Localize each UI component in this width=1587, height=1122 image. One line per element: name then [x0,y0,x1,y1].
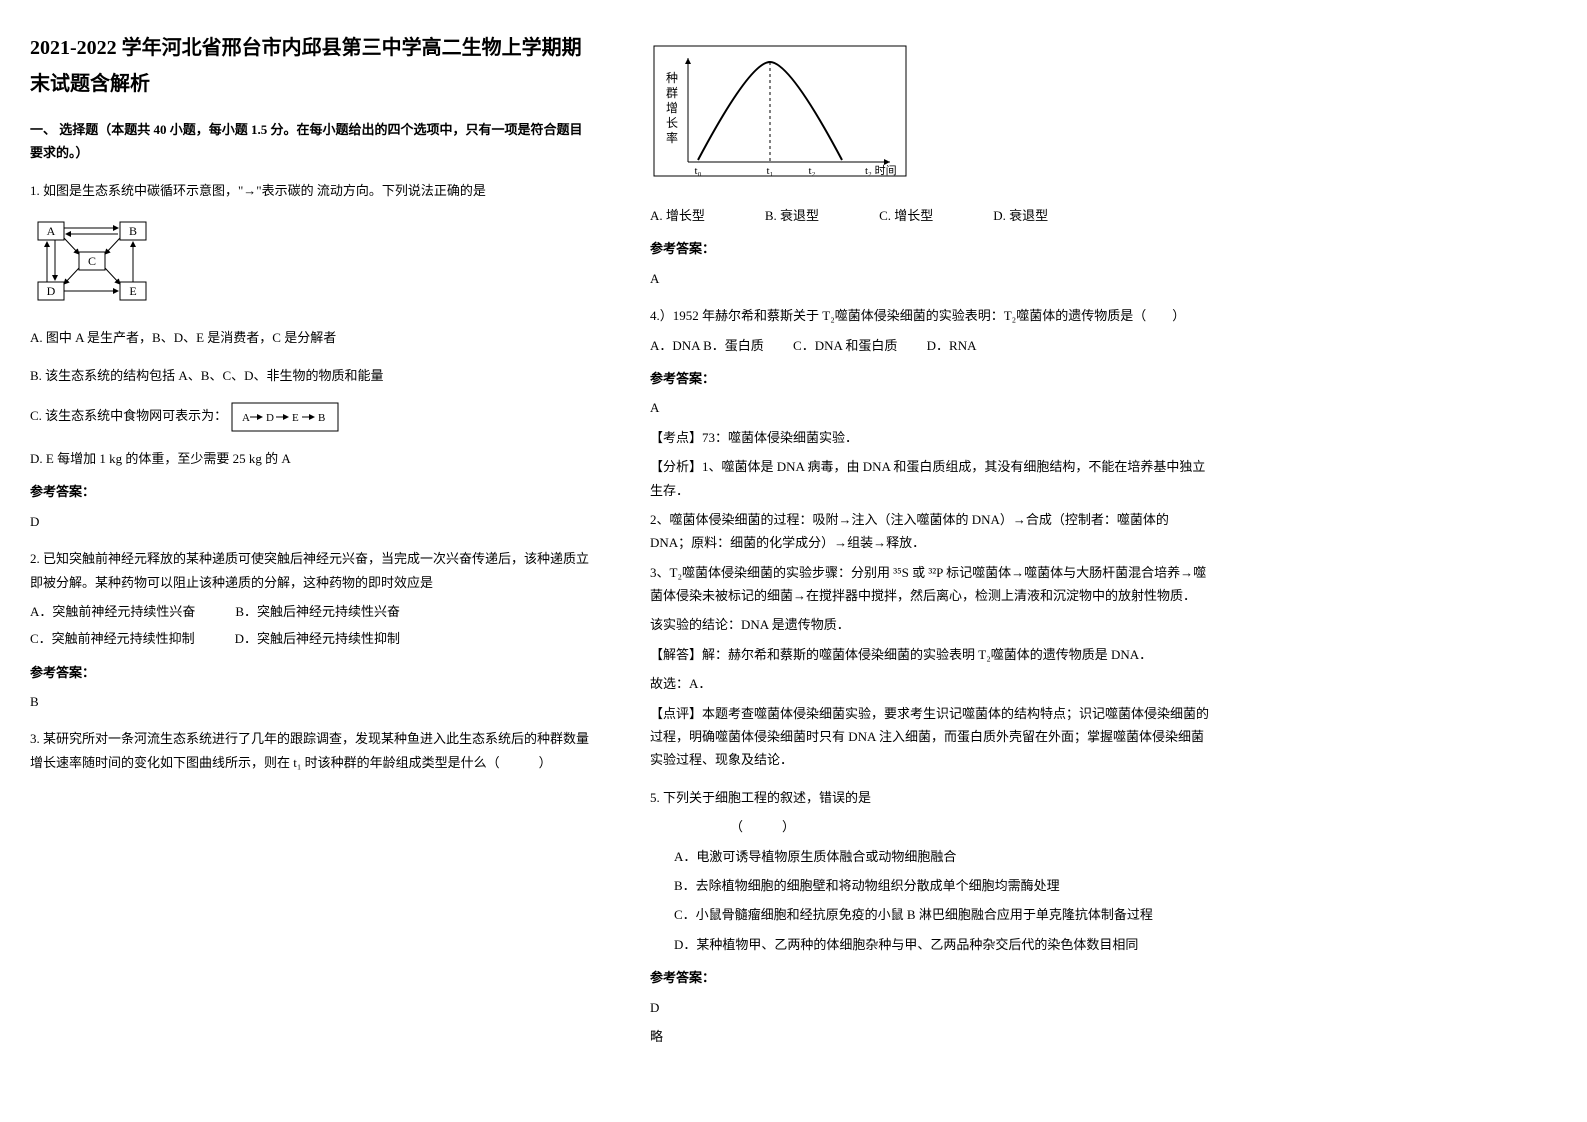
svg-text:A: A [47,224,56,238]
q4-fenxi3: 3、T₂噬菌体侵染细菌的实验步骤：分别用 ³⁵S 或 ³²P 标记噬菌体→噬菌体… [650,561,1210,608]
q3-option-d: D. 衰退型 [993,204,1048,227]
q5-answer: D [650,996,1210,1019]
q3-answer: A [650,267,1210,290]
q3-option-c: C. 增长型 [879,204,933,227]
svg-text:t₀: t₀ [695,165,702,177]
q3-chart: 种 群 增 长 率 t₀ t₁ t₂ t₂ 时间 [650,42,1210,192]
svg-text:增: 增 [666,101,678,115]
q1-diagram: A B C D E [30,214,590,314]
q1-stem: 1. 如图是生态系统中碳循环示意图，"→"表示碳的 流动方向。下列说法正确的是 [30,179,590,202]
q4-jieda: 【解答】解：赫尔希和蔡斯的噬菌体侵染细菌的实验表明 T₂噬菌体的遗传物质是 DN… [650,643,1210,666]
q4-fenxi4: 该实验的结论：DNA 是遗传物质． [650,613,1210,636]
q1-answer: D [30,510,590,533]
q5-option-b: B．去除植物细胞的细胞壁和将动物组织分散成单个细胞均需酶处理 [650,874,1210,897]
q2-option-a: A．突触前神经元持续性兴奋 [30,600,195,623]
svg-text:t₁: t₁ [767,165,774,177]
q1-option-a: A. 图中 A 是生产者，B、D、E 是消费者，C 是分解者 [30,326,590,349]
q3-option-b: B. 衰退型 [765,204,819,227]
q3-option-a: A. 增长型 [650,204,705,227]
q2-options-row1: A．突触前神经元持续性兴奋 B．突触后神经元持续性兴奋 [30,600,590,623]
foodweb-diagram: A D E B [230,401,340,433]
svg-text:t₂: t₂ [809,165,816,177]
svg-text:E: E [129,284,136,298]
q2-stem: 2. 已知突触前神经元释放的某种递质可使突触后神经元兴奋，当完成一次兴奋传递后，… [30,547,590,594]
q4-option-a: A．DNA [650,338,700,353]
svg-text:种: 种 [666,71,678,85]
q2-answer-label: 参考答案： [30,661,590,684]
document-title: 2021-2022 学年河北省邢台市内邱县第三中学高二生物上学期期末试题含解析 [30,30,590,102]
q2-option-d: D．突触后神经元持续性抑制 [235,627,400,650]
q5-stem: 5. 下列关于细胞工程的叙述，错误的是 [650,786,1210,809]
q2-option-c: C．突触前神经元持续性抑制 [30,627,195,650]
q5-lue: 略 [650,1025,1210,1048]
q4-option-b: B．蛋白质 [703,338,764,353]
svg-text:D: D [47,284,56,298]
q4-fenxi2: 2、噬菌体侵染细菌的过程：吸附→注入（注入噬菌体的 DNA）→合成（控制者：噬菌… [650,508,1210,555]
svg-text:C: C [88,254,96,268]
svg-text:长: 长 [666,116,678,130]
svg-text:A: A [242,412,250,424]
svg-text:E: E [292,412,299,424]
section-1-header: 一、 选择题（本题共 40 小题，每小题 1.5 分。在每小题给出的四个选项中，… [30,118,590,165]
carbon-cycle-diagram: A B C D E [30,214,160,314]
q4-options: A．DNA B．蛋白质 C．DNA 和蛋白质 D．RNA [650,334,1210,357]
q4-guxuan: 故选：A． [650,672,1210,695]
page-container: 2021-2022 学年河北省邢台市内邱县第三中学高二生物上学期期末试题含解析 … [30,30,1557,1048]
svg-text:D: D [266,412,274,424]
svg-text:率: 率 [666,130,678,145]
q3-options: A. 增长型 B. 衰退型 C. 增长型 D. 衰退型 [650,204,1210,227]
svg-text:B: B [129,224,137,238]
q4-fenxi1: 【分析】1、噬菌体是 DNA 病毒，由 DNA 和蛋白质组成，其没有细胞结构，不… [650,455,1210,502]
svg-text:群: 群 [666,86,678,100]
q2-option-b: B．突触后神经元持续性兴奋 [235,600,400,623]
q1-answer-label: 参考答案： [30,480,590,503]
q3-answer-label: 参考答案： [650,237,1210,260]
q4-stem: 4.）1952 年赫尔希和蔡斯关于 T₂噬菌体侵染细菌的实验表明：T₂噬菌体的遗… [650,304,1210,327]
q5-blank: （ ） [650,815,1210,838]
q4-kaodian: 【考点】73：噬菌体侵染细菌实验． [650,426,1210,449]
q1-option-c: C. 该生态系统中食物网可表示为： A D E B [30,401,590,433]
q5-option-c: C．小鼠骨髓瘤细胞和经抗原免疫的小鼠 B 淋巴细胞融合应用于单克隆抗体制备过程 [650,903,1210,926]
q1-option-b: B. 该生态系统的结构包括 A、B、C、D、非生物的物质和能量 [30,364,590,387]
q4-dianping: 【点评】本题考查噬菌体侵染细菌实验，要求考生识记噬菌体的结构特点；识记噬菌体侵染… [650,702,1210,772]
q2-answer: B [30,690,590,713]
q1-option-c-text: C. 该生态系统中食物网可表示为： [30,408,227,423]
q4-answer: A [650,396,1210,419]
q5-answer-label: 参考答案： [650,966,1210,989]
q3-stem: 3. 某研究所对一条河流生态系统进行了几年的跟踪调查，发现某种鱼进入此生态系统后… [30,727,590,774]
right-column: 种 群 增 长 率 t₀ t₁ t₂ t₂ 时间 A. 增长型 B. 衰退型 C… [650,30,1210,1048]
q4-answer-label: 参考答案： [650,367,1210,390]
svg-text:B: B [318,412,325,424]
q5-option-a: A．电激可诱导植物原生质体融合或动物细胞融合 [650,845,1210,868]
q1-option-d: D. E 每增加 1 kg 的体重，至少需要 25 kg 的 A [30,447,590,470]
q2-options-row2: C．突触前神经元持续性抑制 D．突触后神经元持续性抑制 [30,627,590,650]
svg-text:t₂ 时间: t₂ 时间 [865,164,897,177]
q5-option-d: D．某种植物甲、乙两种的体细胞杂种与甲、乙两品种杂交后代的染色体数目相同 [650,933,1210,956]
left-column: 2021-2022 学年河北省邢台市内邱县第三中学高二生物上学期期末试题含解析 … [30,30,590,1048]
q4-option-d: D．RNA [927,338,977,353]
q4-option-c: C．DNA 和蛋白质 [793,338,897,353]
